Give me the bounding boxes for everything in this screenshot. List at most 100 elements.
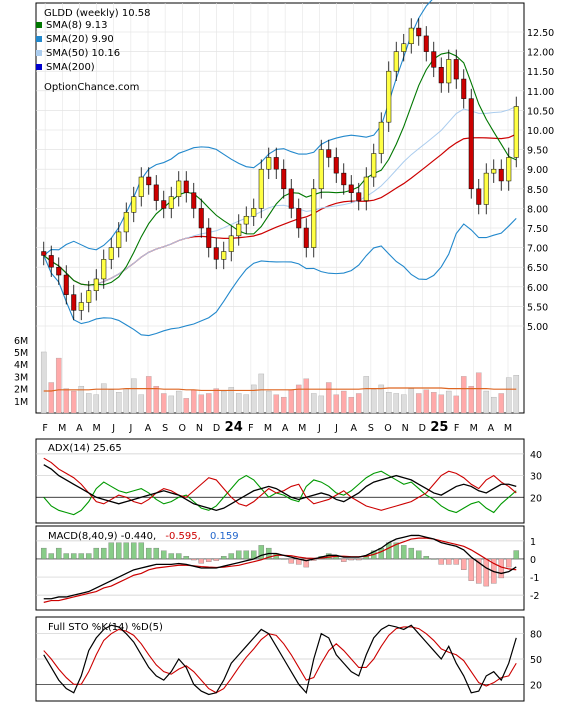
- candle-body: [116, 231, 122, 248]
- bollinger-lower-line: [43, 217, 517, 337]
- volume-bar: [438, 394, 445, 414]
- x-tick-label: A: [488, 423, 495, 434]
- candle-body: [251, 208, 257, 217]
- macd-histogram-bar: [340, 558, 347, 562]
- candle-body: [71, 294, 77, 311]
- volume-bar: [295, 384, 302, 414]
- candle-body: [393, 51, 399, 72]
- candle-body: [123, 212, 129, 233]
- macd-line: [43, 534, 517, 600]
- candle-body: [183, 180, 189, 193]
- x-tick-label: A: [350, 423, 357, 434]
- sto-k-line: [43, 624, 517, 696]
- candle-body: [41, 251, 47, 256]
- x-tick-label: O: [179, 423, 186, 434]
- volume-bar: [483, 390, 490, 414]
- x-tick-label: A: [76, 423, 83, 434]
- x-tick-label: F: [248, 423, 253, 434]
- macd-histogram-bar: [205, 558, 212, 562]
- volume-bar: [408, 388, 415, 414]
- volume-bar: [220, 390, 227, 414]
- macd-histogram-bar: [115, 542, 122, 560]
- plus-di-line: [43, 470, 517, 516]
- price-tick-label: 11.00: [527, 87, 554, 98]
- macd-histogram-bar: [190, 558, 197, 561]
- volume-bar: [213, 388, 220, 414]
- x-tick-label: S: [162, 423, 168, 434]
- volume-bar: [70, 390, 77, 414]
- volume-bar: [205, 393, 212, 414]
- macd-histogram-bar: [220, 556, 227, 560]
- macd-label-hist: 0.159: [210, 531, 239, 542]
- macd-histogram-bar: [393, 542, 400, 560]
- volume-bar: [355, 393, 362, 414]
- macd-histogram-bar: [235, 550, 242, 560]
- volume-bar: [423, 389, 430, 414]
- candles: [41, 18, 519, 321]
- panel-tick-label: 50: [530, 655, 542, 666]
- candle-body: [356, 192, 362, 201]
- legend: SMA(8) 9.13 SMA(20) 9.90 SMA(50) 10.16 SMA(…: [36, 20, 120, 73]
- volume-bar: [265, 390, 272, 414]
- macd-histogram-bar: [70, 553, 77, 560]
- x-tick-label: N: [196, 423, 203, 434]
- price-tick-label: 12.50: [527, 28, 554, 39]
- candle-body: [348, 184, 354, 193]
- price-tick-label: 7.50: [527, 224, 548, 235]
- macd-label-prefix: MACD(8,40,9) -0.440,: [48, 531, 156, 542]
- price-overlays: [43, 0, 517, 337]
- volume-bar: [228, 387, 235, 414]
- macd-histogram-bar: [63, 553, 70, 560]
- macd-histogram-bar: [78, 553, 85, 560]
- legend-swatch: [36, 50, 42, 56]
- panel-tick-label: 30: [530, 472, 542, 483]
- volume-bar: [468, 385, 475, 414]
- candle-body: [213, 247, 219, 260]
- volume-bar: [190, 389, 197, 414]
- volume-bar: [63, 388, 70, 414]
- x-tick-label: J: [317, 423, 321, 434]
- candle-body: [386, 70, 392, 123]
- candle-body: [191, 192, 197, 209]
- candle-body: [296, 208, 302, 229]
- watermark: OptionChance.com: [44, 82, 139, 93]
- volume-bar: [460, 376, 467, 414]
- candle-body: [431, 51, 437, 68]
- volume-bar: [393, 393, 400, 414]
- candle-body: [56, 266, 62, 276]
- price-tick-label: 9.50: [527, 146, 548, 157]
- panel-tick-label: 80: [530, 630, 542, 641]
- volume-bar: [453, 395, 460, 414]
- x-tick-label: J: [111, 423, 115, 434]
- macd-histogram-bar: [48, 553, 55, 560]
- volume-bar: [513, 375, 520, 414]
- x-tick-label: A: [282, 423, 289, 434]
- candle-body: [168, 196, 174, 209]
- volume-bar: [138, 394, 145, 414]
- macd-histogram-bar: [175, 553, 182, 560]
- candle-body: [438, 67, 444, 84]
- macd-histogram-bar: [378, 547, 385, 560]
- macd-histogram-bar: [198, 558, 205, 564]
- candle-body: [318, 149, 324, 190]
- volume-bar: [348, 396, 355, 414]
- candle-body: [131, 196, 137, 213]
- macd-histogram-bar: [303, 558, 310, 568]
- volume-bar: [183, 398, 190, 414]
- candle-body: [371, 153, 377, 178]
- candle-body: [498, 168, 504, 182]
- macd-histogram-bar: [153, 547, 160, 560]
- macd-histogram-bar: [258, 545, 265, 560]
- macd-histogram-bar: [460, 558, 467, 570]
- candle-body: [63, 274, 69, 295]
- legend-label: SMA(50) 10.16: [46, 48, 120, 59]
- panel-tick-label: 20: [530, 680, 542, 691]
- candle-body: [176, 180, 182, 197]
- volume-bar: [108, 389, 115, 414]
- panel-tick-label: 40: [530, 450, 542, 461]
- price-tick-label: 5.00: [527, 322, 548, 333]
- volume-bar: [340, 390, 347, 414]
- volume-bar: [48, 382, 55, 414]
- candle-body: [303, 227, 309, 248]
